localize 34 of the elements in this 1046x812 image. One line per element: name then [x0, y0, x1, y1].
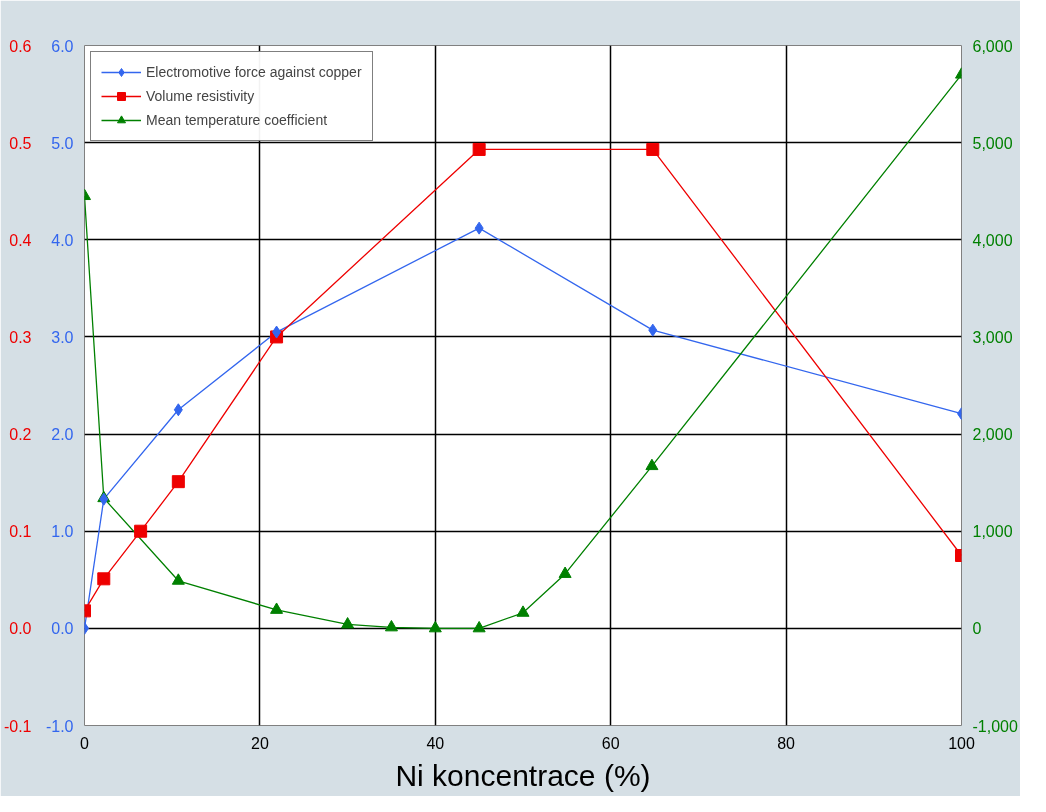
y2-tick-label: 3,000 [972, 328, 1013, 346]
y3-tick-label: 0.0 [9, 620, 32, 638]
x-tick-label: 20 [251, 734, 269, 752]
y2-tick-label: 2,000 [972, 426, 1013, 444]
legend-label: Volume resistivity [146, 88, 255, 104]
y-tick-label: 0.0 [51, 620, 74, 638]
y3-tick-label: -0.1 [3, 717, 32, 735]
y2-tick-label: 6,000 [972, 37, 1013, 55]
y3-tick-label: 0.5 [9, 134, 32, 152]
y3-tick-label: 0.2 [9, 426, 32, 444]
y2-tick-label: 5,000 [972, 134, 1013, 152]
legend-label: Electromotive force against copper [146, 64, 362, 80]
x-tick-label: 0 [80, 734, 90, 752]
x-axis-title: Ni koncentrace (%) [395, 758, 651, 792]
y2-tick-label: 4,000 [972, 231, 1013, 249]
y2-tick-label: 1,000 [972, 523, 1013, 541]
y3-tick-label: 0.6 [9, 37, 32, 55]
y-tick-label: 6.0 [51, 37, 74, 55]
legend-label: Mean temperature coefficient [146, 112, 328, 128]
y-tick-label: 2.0 [51, 426, 74, 444]
y-tick-label: 3.0 [51, 328, 74, 346]
y-tick-label: 4.0 [51, 231, 74, 249]
x-tick-label: 60 [601, 734, 620, 752]
y3-tick-label: 0.1 [9, 523, 32, 541]
x-tick-label: 80 [777, 734, 796, 752]
y2-tick-label: 0 [972, 620, 982, 638]
y3-tick-label: 0.4 [9, 231, 32, 249]
x-tick-label: 40 [426, 734, 445, 752]
y3-tick-label: 0.3 [9, 328, 32, 346]
y-tick-label: 5.0 [51, 134, 74, 152]
y2-tick-label: -1,000 [972, 717, 1018, 735]
y-tick-label: -1.0 [45, 717, 74, 735]
x-tick-label: 100 [948, 734, 975, 752]
y-tick-label: 1.0 [51, 523, 74, 541]
